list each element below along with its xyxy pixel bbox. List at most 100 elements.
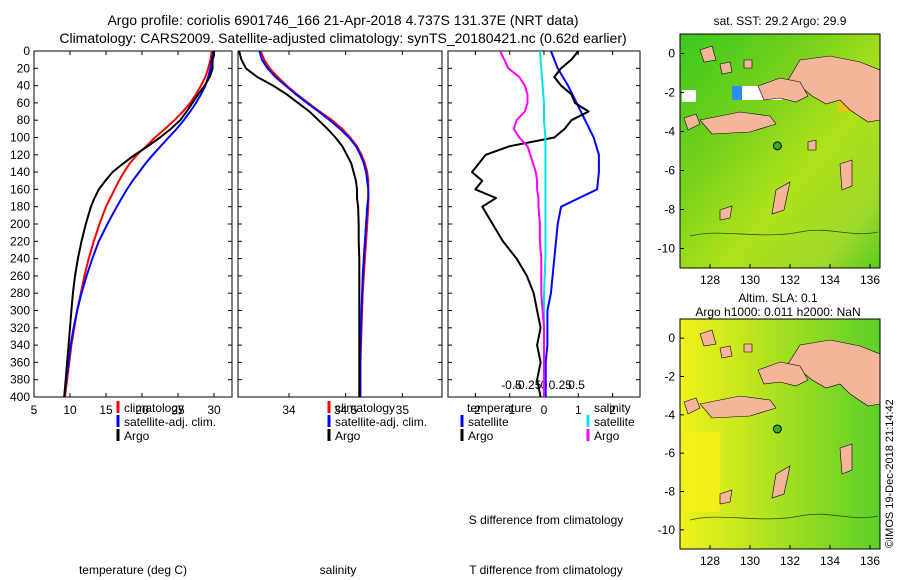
map-y-tick-label: -2 bbox=[664, 86, 675, 100]
sla-map-title-2: Argo h1000: 0.011 h2000: NaN bbox=[695, 305, 860, 319]
s-tick-label: -0.5 bbox=[501, 378, 522, 392]
legend-temperature-title: temperature bbox=[467, 401, 532, 415]
map-x-tick-label: 130 bbox=[740, 273, 760, 287]
x-tick-label: 34 bbox=[282, 403, 296, 417]
map-x-tick-label: 128 bbox=[700, 554, 720, 568]
tanimbar-land bbox=[771, 465, 791, 499]
map-x-tick-label: 128 bbox=[700, 273, 720, 287]
y-tick-label: 0 bbox=[23, 44, 30, 58]
y-tick-label: 20 bbox=[17, 61, 31, 75]
series-climatology bbox=[259, 51, 370, 397]
map-x-tick-label: 134 bbox=[820, 273, 840, 287]
series-argo bbox=[63, 51, 215, 397]
map-y-tick-label: -10 bbox=[658, 523, 676, 537]
y-tick-label: 300 bbox=[10, 304, 30, 318]
temperature-axes bbox=[33, 50, 233, 398]
s-tick-label: -0.25 bbox=[514, 378, 542, 392]
credit-text: ©IMOS 19-Dec-2018 21:14:42 bbox=[884, 399, 896, 548]
map-y-tick-label: -6 bbox=[664, 164, 675, 178]
x-tick-label: 1 bbox=[575, 403, 582, 417]
map-x-tick-label: 130 bbox=[740, 554, 760, 568]
difference-panel: -2 -1 0 1 2-0.5-0.25 0 0.250.5 S difference fr… bbox=[447, 50, 641, 577]
temperature-ticks: 0 20 40 60 80 100 120 140 160 180 200 220 240 260 280 3… bbox=[10, 44, 232, 417]
y-tick-label: 80 bbox=[17, 113, 31, 127]
legend-s-satellite-label: satellite bbox=[594, 415, 635, 429]
y-tick-label: 40 bbox=[17, 79, 31, 93]
salinity-axes bbox=[237, 50, 443, 398]
seram-land bbox=[699, 395, 777, 419]
x-tick-label: 10 bbox=[63, 403, 77, 417]
map-y-tick-label: -8 bbox=[664, 485, 675, 499]
legend-climatology-label: climatology bbox=[124, 401, 184, 415]
birds-head-land bbox=[757, 361, 809, 387]
sla-map-ticks: 128 130 132 134 136 0 -2 -4 -6 -8 -10 bbox=[658, 331, 881, 568]
seram-land bbox=[699, 111, 777, 135]
legend-argo-label: Argo bbox=[124, 429, 150, 443]
x-tick-label: 25 bbox=[171, 403, 185, 417]
map-x-tick-label: 132 bbox=[780, 273, 800, 287]
series-s-argo bbox=[499, 51, 545, 397]
salinity-panel: 34 34.5 35 salinity climatology satellite-… bbox=[237, 50, 443, 577]
map-y-tick-label: -10 bbox=[658, 242, 676, 256]
temperature-xlabel: temperature (deg C) bbox=[79, 563, 187, 577]
series-satellite-adj-clim bbox=[63, 51, 215, 397]
map-y-tick-label: -4 bbox=[664, 125, 675, 139]
series-climatology bbox=[64, 51, 213, 397]
map-x-tick-label: 136 bbox=[860, 273, 880, 287]
difference-lines bbox=[471, 51, 600, 397]
y-tick-label: 100 bbox=[10, 131, 30, 145]
sla-map: Altim. SLA: 0.1 Argo h1000: 0.011 h2000:… bbox=[658, 291, 881, 568]
temperature-legend: climatology satellite-adj. clim. Argo bbox=[116, 401, 216, 443]
legend-salinity-title: salinity bbox=[594, 401, 631, 415]
t-difference-xlabel: T difference from climatology bbox=[469, 563, 623, 577]
series-argo bbox=[238, 51, 361, 397]
map-y-tick-label: 0 bbox=[668, 331, 675, 345]
sst-map: sat. SST: 29.2 Argo: 29.9 128 130 132 134 13… bbox=[658, 14, 881, 287]
sst-argo-marker bbox=[772, 141, 782, 151]
x-tick-label: 0 bbox=[541, 403, 548, 417]
aru-islands-land bbox=[839, 159, 853, 191]
s-difference-label: S difference from climatology bbox=[469, 513, 624, 527]
x-tick-label: 2 bbox=[609, 403, 616, 417]
series-t-argo bbox=[471, 51, 590, 397]
x-tick-label: -1 bbox=[504, 403, 515, 417]
sla-high-patch bbox=[680, 432, 720, 512]
legend-satellite-label: satellite-adj. clim. bbox=[335, 415, 427, 429]
legend-t-satellite-label: satellite bbox=[468, 415, 509, 429]
birds-head-land bbox=[757, 77, 809, 103]
x-tick-label: 30 bbox=[207, 403, 221, 417]
salinity-xlabel: salinity bbox=[320, 563, 357, 577]
buru-land bbox=[683, 397, 701, 415]
sst-map-frame bbox=[679, 33, 881, 269]
y-tick-label: 280 bbox=[10, 286, 30, 300]
y-tick-label: 160 bbox=[10, 182, 30, 196]
x-tick-label: 35 bbox=[396, 403, 410, 417]
series-t-satellite bbox=[544, 51, 600, 397]
y-tick-label: 220 bbox=[10, 234, 30, 248]
sst-map-title: sat. SST: 29.2 Argo: 29.9 bbox=[714, 14, 847, 28]
sst-map-ticks: 128 130 132 134 136 0 -2 -4 -6 -8 -10 bbox=[658, 47, 881, 288]
bathymetry-contour bbox=[689, 513, 879, 521]
y-tick-label: 60 bbox=[17, 96, 31, 110]
x-tick-label: 20 bbox=[135, 403, 149, 417]
sla-argo-marker bbox=[772, 424, 782, 434]
temperature-panel: 0 20 40 60 80 100 120 140 160 180 200 220 240 260 280 3… bbox=[10, 44, 233, 577]
map-x-tick-label: 136 bbox=[860, 554, 880, 568]
legend-satellite-label: satellite-adj. clim. bbox=[124, 415, 216, 429]
map-y-tick-label: -6 bbox=[664, 446, 675, 460]
aru-islands-land bbox=[839, 443, 853, 475]
salinity-ticks: 34 34.5 35 bbox=[238, 50, 442, 417]
small-islands-land bbox=[699, 45, 817, 221]
series-satellite-adj-clim bbox=[258, 51, 370, 397]
x-tick-label: 34.5 bbox=[334, 403, 358, 417]
y-tick-label: 140 bbox=[10, 165, 30, 179]
y-tick-label: 200 bbox=[10, 217, 30, 231]
y-tick-label: 340 bbox=[10, 338, 30, 352]
y-tick-label: 240 bbox=[10, 252, 30, 266]
small-islands-land bbox=[699, 329, 753, 505]
legend-s-argo-label: Argo bbox=[594, 429, 620, 443]
x-tick-label: 5 bbox=[31, 403, 38, 417]
map-y-tick-label: -4 bbox=[664, 408, 675, 422]
y-tick-label: 320 bbox=[10, 321, 30, 335]
s-tick-label: 0.5 bbox=[568, 378, 585, 392]
